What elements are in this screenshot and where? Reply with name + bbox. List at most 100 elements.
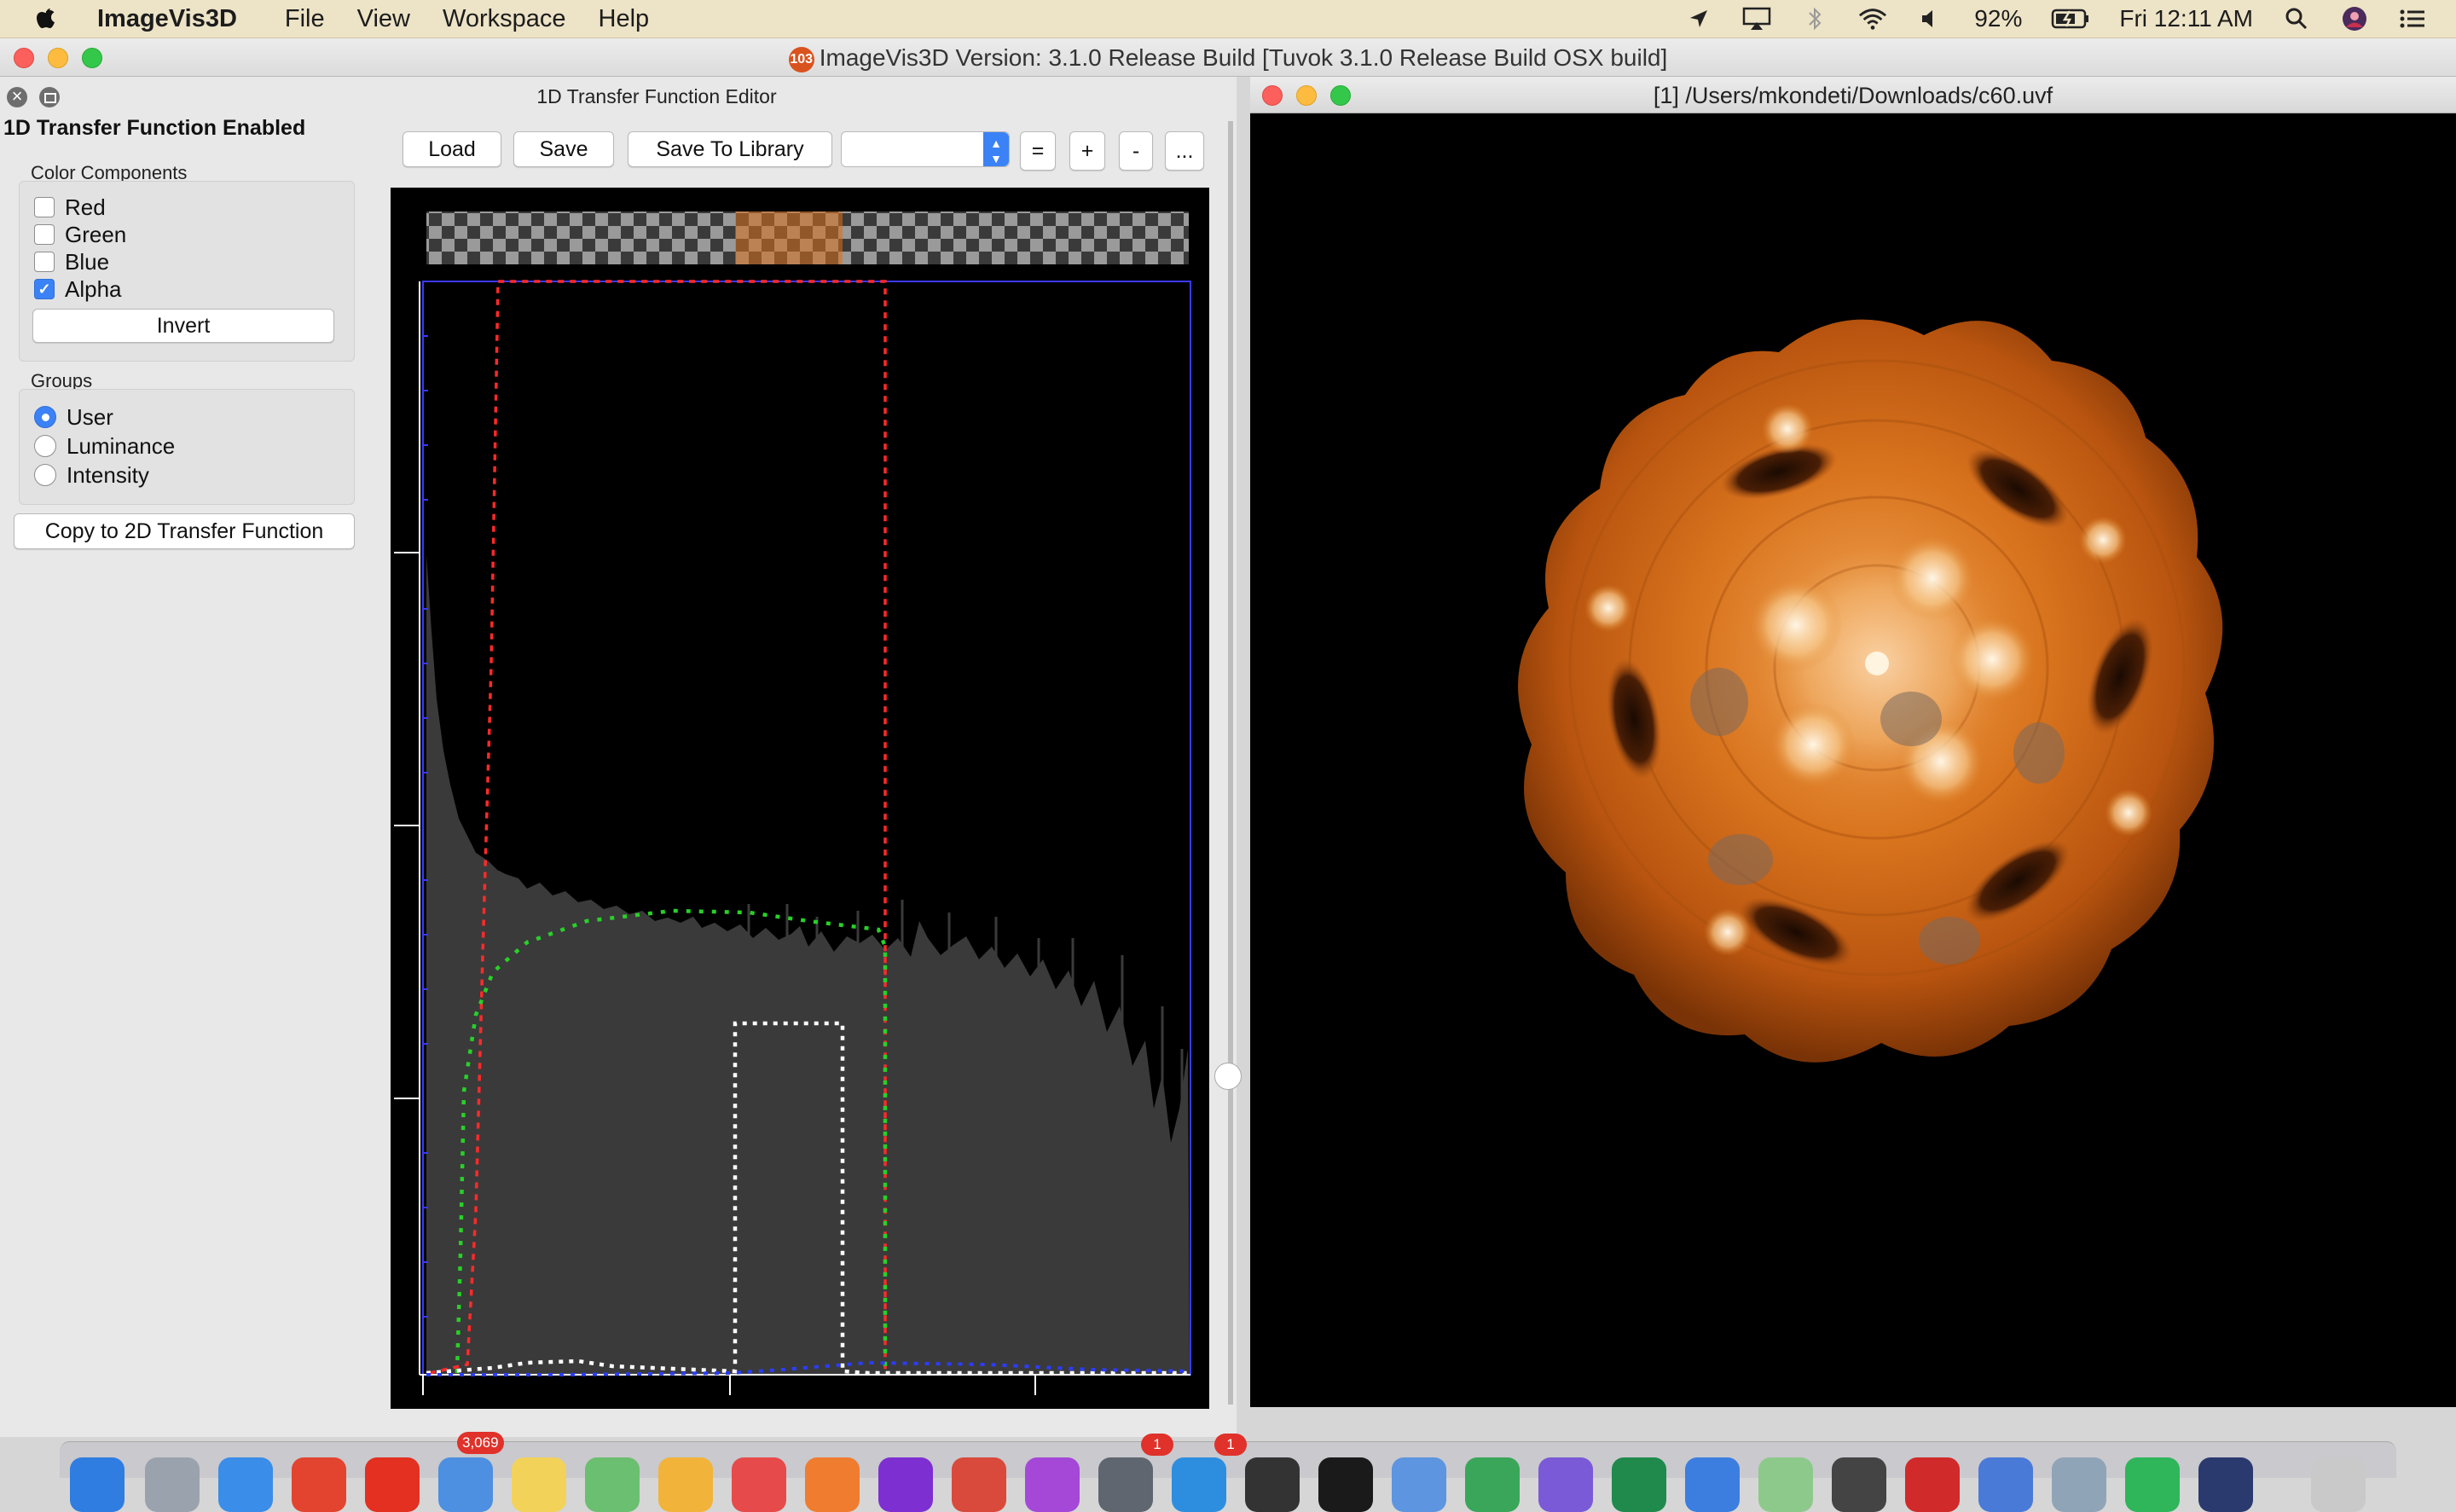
filezilla-icon[interactable] — [2052, 1457, 2106, 1512]
xcode-icon[interactable] — [1685, 1457, 1740, 1512]
invert-button[interactable]: Invert — [32, 309, 334, 343]
preview-icon[interactable] — [1392, 1457, 1446, 1512]
podcasts-icon[interactable] — [878, 1457, 933, 1512]
acrobat-icon[interactable] — [1905, 1457, 1960, 1512]
menu-view[interactable]: View — [356, 4, 410, 32]
tf-editor-header: × 1D Transfer Function Editor — [0, 77, 1237, 119]
zoom-window-button[interactable] — [82, 48, 102, 68]
radio-luminance[interactable]: Luminance — [34, 433, 175, 459]
alpha-channel-curve — [426, 1021, 1190, 1376]
render-minimize-button[interactable] — [1296, 85, 1317, 106]
wifi-icon[interactable] — [1858, 6, 1887, 32]
excel-icon[interactable] — [1612, 1457, 1666, 1512]
menu-workspace[interactable]: Workspace — [442, 4, 566, 32]
bluetooth-icon[interactable] — [1800, 6, 1829, 32]
minor-ticks — [423, 335, 428, 1318]
chrome-icon[interactable] — [292, 1457, 346, 1512]
app-menu[interactable]: ImageVis3D — [97, 4, 237, 32]
checkbox-red[interactable]: Red — [34, 194, 106, 220]
photos-icon[interactable] — [658, 1457, 713, 1512]
apple-menu-icon[interactable] — [34, 6, 58, 32]
save-button[interactable]: Save — [513, 131, 614, 167]
green-channel-curve — [455, 908, 888, 1375]
green-checkbox[interactable] — [34, 224, 55, 245]
wacom-icon[interactable] — [1832, 1457, 1886, 1512]
radio-intensity[interactable]: Intensity — [34, 462, 149, 488]
load-button[interactable]: Load — [403, 131, 501, 167]
red-checkbox[interactable] — [34, 197, 55, 217]
color-preview-highlight — [735, 211, 843, 264]
notification-center-icon[interactable] — [2398, 6, 2427, 32]
battery-charging-icon[interactable] — [2051, 6, 2090, 32]
system-preferences-icon[interactable] — [1098, 1457, 1153, 1512]
transfer-function-plot[interactable] — [391, 188, 1209, 1409]
save-to-library-button[interactable]: Save To Library — [628, 131, 832, 167]
close-panel-icon[interactable]: × — [7, 87, 27, 107]
render-zoom-button[interactable] — [1330, 85, 1351, 106]
imagevis3d-dock-icon[interactable] — [2198, 1457, 2253, 1512]
finder-icon[interactable] — [70, 1457, 125, 1512]
splitter-handle[interactable] — [1214, 1063, 1242, 1090]
airplay-icon[interactable] — [1742, 6, 1771, 32]
volume-icon[interactable] — [1916, 6, 1945, 32]
groups-group — [19, 389, 355, 505]
more-button[interactable]: ... — [1165, 131, 1204, 171]
red-label: Red — [65, 194, 106, 220]
intensity-radio[interactable] — [34, 464, 56, 486]
safari-icon[interactable] — [218, 1457, 273, 1512]
location-arrow-icon[interactable] — [1684, 6, 1713, 32]
x-axis-ticks — [420, 1374, 1190, 1395]
launchpad-icon[interactable] — [145, 1457, 200, 1512]
panel-splitter[interactable] — [1228, 121, 1233, 1405]
sourcetree-icon[interactable] — [1758, 1457, 1813, 1512]
mail-icon[interactable] — [438, 1457, 493, 1512]
main-window-titlebar: 103 ImageVis3D Version: 3.1.0 Release Bui… — [0, 38, 2456, 77]
radio-user[interactable]: User — [34, 404, 113, 430]
sync-icon[interactable] — [1465, 1457, 1520, 1512]
copy-to-2d-button[interactable]: Copy to 2D Transfer Function — [14, 513, 355, 549]
activity-monitor-icon[interactable] — [1245, 1457, 1300, 1512]
news-icon[interactable] — [732, 1457, 786, 1512]
transfer-function-canvas[interactable] — [391, 188, 1209, 1409]
blue-channel-curve — [426, 1360, 1191, 1376]
luminance-radio[interactable] — [34, 435, 56, 457]
whatsapp-icon[interactable] — [2125, 1457, 2180, 1512]
equal-button[interactable]: = — [1020, 131, 1056, 171]
checkbox-blue[interactable]: Blue — [34, 249, 109, 275]
menu-help[interactable]: Help — [598, 4, 650, 32]
render-close-button[interactable] — [1262, 85, 1283, 106]
user-radio[interactable] — [34, 406, 56, 428]
checkbox-green[interactable]: Green — [34, 222, 126, 247]
itunes-icon[interactable] — [1025, 1457, 1080, 1512]
menubar-clock[interactable]: Fri 12:11 AM — [2119, 5, 2253, 32]
notes-icon[interactable] — [512, 1457, 566, 1512]
word-icon[interactable] — [1978, 1457, 2033, 1512]
minimize-window-button[interactable] — [48, 48, 68, 68]
trash-icon[interactable] — [2311, 1457, 2366, 1512]
books-icon[interactable] — [805, 1457, 860, 1512]
user-avatar-icon[interactable] — [2340, 6, 2369, 32]
app-store-icon[interactable] — [1172, 1457, 1226, 1512]
volume-render-view[interactable] — [1250, 113, 2456, 1407]
terminal-icon[interactable] — [1318, 1457, 1373, 1512]
c60-volume-render[interactable] — [1250, 113, 2456, 1407]
alpha-checkbox[interactable]: ✓ — [34, 279, 55, 299]
opera-icon[interactable] — [365, 1457, 420, 1512]
close-window-button[interactable] — [14, 48, 34, 68]
red-channel-curve — [429, 280, 887, 1375]
menu-file[interactable]: File — [284, 4, 325, 32]
maps-icon[interactable] — [585, 1457, 640, 1512]
spotlight-search-icon[interactable] — [2282, 6, 2311, 32]
plus-button[interactable]: + — [1069, 131, 1105, 171]
blue-checkbox[interactable] — [34, 252, 55, 272]
histogram-spikes — [747, 900, 1184, 1143]
checkbox-alpha[interactable]: ✓ Alpha — [34, 276, 122, 302]
molecule-holes — [1606, 443, 2153, 967]
float-panel-icon[interactable] — [39, 87, 60, 107]
minus-button[interactable]: - — [1119, 131, 1153, 171]
calendar-icon[interactable] — [952, 1457, 1006, 1512]
mail-badge: 3,069 — [457, 1432, 504, 1454]
onenote-icon[interactable] — [1538, 1457, 1593, 1512]
preset-select[interactable]: ▲ ▼ — [841, 131, 1010, 167]
blue-label: Blue — [65, 248, 110, 275]
